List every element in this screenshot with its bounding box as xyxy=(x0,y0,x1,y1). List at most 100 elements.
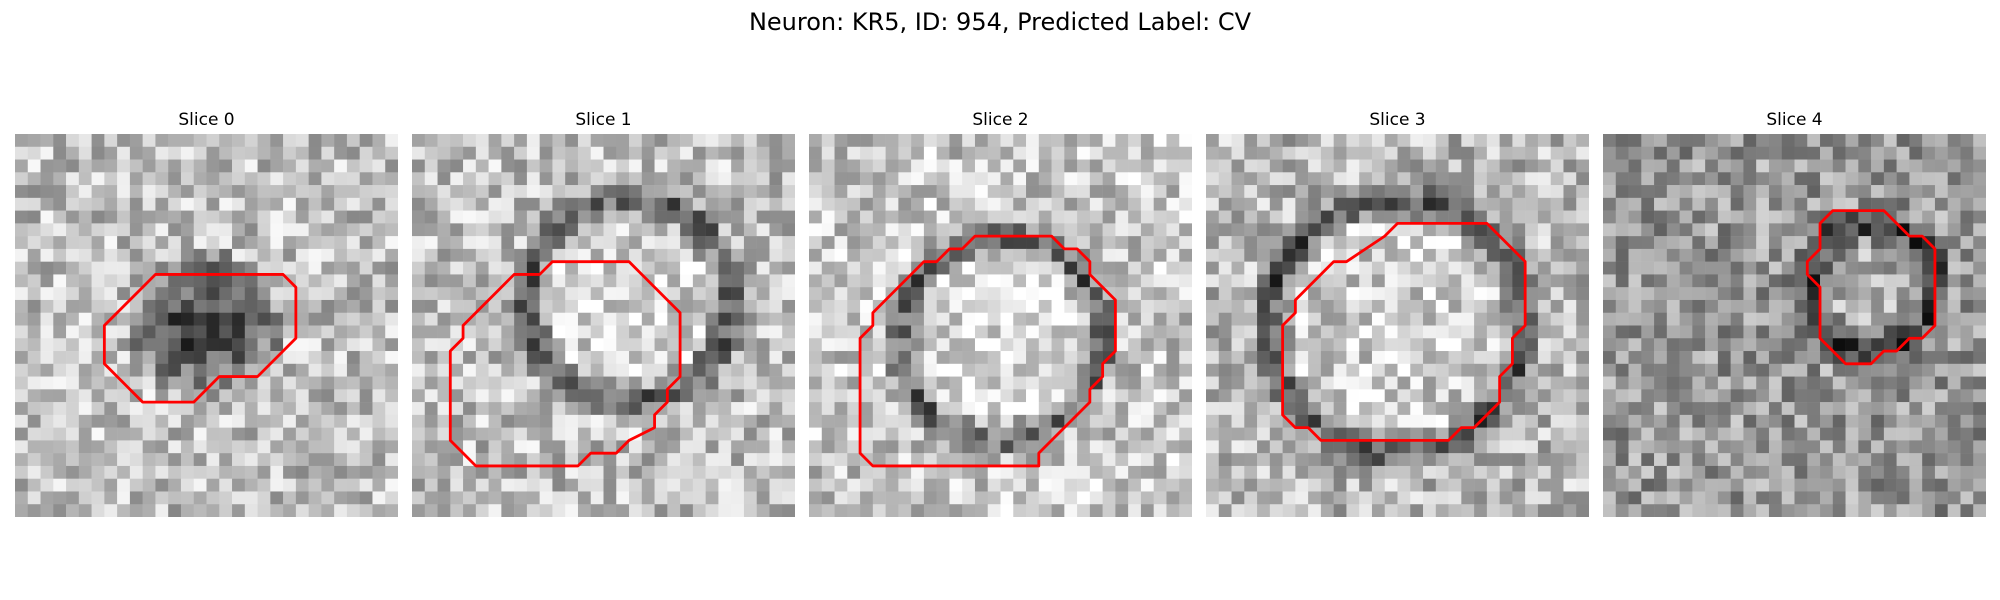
pixel xyxy=(1768,210,1782,224)
pixel xyxy=(1448,453,1462,467)
pixel xyxy=(577,389,591,403)
pixel xyxy=(718,299,732,313)
pixel xyxy=(1153,363,1167,377)
pixel xyxy=(78,325,92,339)
pixel xyxy=(142,465,156,479)
pixel xyxy=(526,453,540,467)
pixel xyxy=(809,197,823,211)
pixel xyxy=(1231,453,1245,467)
pixel xyxy=(475,389,489,403)
pixel xyxy=(1000,134,1014,148)
pixel xyxy=(206,236,220,250)
pixel xyxy=(987,223,1001,237)
pixel xyxy=(1051,491,1065,505)
pixel xyxy=(756,172,770,186)
pixel xyxy=(1346,402,1360,416)
pixel xyxy=(1717,197,1731,211)
pixel xyxy=(1820,248,1834,262)
pixel xyxy=(1832,248,1846,262)
pixel xyxy=(1064,172,1078,186)
pixel xyxy=(40,414,54,428)
pixel xyxy=(565,287,579,301)
pixel xyxy=(1756,223,1770,237)
pixel xyxy=(1603,261,1617,275)
pixel xyxy=(488,465,502,479)
pixel xyxy=(1359,159,1373,173)
pixel xyxy=(27,312,41,326)
pixel xyxy=(1947,274,1961,288)
pixel xyxy=(1000,159,1014,173)
pixel xyxy=(206,478,220,492)
pixel xyxy=(1947,389,1961,403)
pixel xyxy=(1845,427,1859,441)
pixel xyxy=(1960,159,1974,173)
pixel xyxy=(372,185,386,199)
pixel xyxy=(1909,465,1923,479)
pixel xyxy=(1461,312,1475,326)
pixel xyxy=(847,197,861,211)
pixel xyxy=(1077,287,1091,301)
pixel xyxy=(1730,236,1744,250)
pixel xyxy=(1486,299,1500,313)
pixel xyxy=(641,363,655,377)
pixel xyxy=(206,363,220,377)
pixel xyxy=(641,465,655,479)
pixel xyxy=(1384,312,1398,326)
pixel xyxy=(1858,376,1872,390)
pixel xyxy=(743,453,757,467)
pixel xyxy=(667,325,681,339)
pixel xyxy=(1858,440,1872,454)
pixel xyxy=(15,351,29,365)
pixel xyxy=(295,134,309,148)
pixel xyxy=(155,402,169,416)
pixel xyxy=(692,197,706,211)
pixel xyxy=(295,185,309,199)
pixel xyxy=(1909,491,1923,505)
pixel xyxy=(1858,172,1872,186)
pixel xyxy=(385,363,398,377)
pixel xyxy=(1730,287,1744,301)
pixel xyxy=(385,223,398,237)
pixel xyxy=(104,504,118,517)
pixel xyxy=(1934,223,1948,237)
pixel xyxy=(1397,351,1411,365)
pixel xyxy=(962,287,976,301)
pixel xyxy=(1153,236,1167,250)
pixel xyxy=(1679,236,1693,250)
pixel xyxy=(1512,159,1526,173)
pixel xyxy=(1845,363,1859,377)
pixel xyxy=(1153,197,1167,211)
pixel xyxy=(91,248,105,262)
pixel xyxy=(1282,261,1296,275)
pixel xyxy=(180,351,194,365)
pixel xyxy=(1435,274,1449,288)
pixel xyxy=(1679,351,1693,365)
pixel xyxy=(962,159,976,173)
pixel xyxy=(872,325,886,339)
pixel xyxy=(539,223,553,237)
pixel xyxy=(424,402,438,416)
pixel xyxy=(1333,427,1347,441)
pixel xyxy=(1525,261,1539,275)
pixel xyxy=(1295,376,1309,390)
pixel xyxy=(295,299,309,313)
pixel xyxy=(1871,363,1885,377)
pixel xyxy=(1166,159,1180,173)
pixel xyxy=(1858,299,1872,313)
pixel xyxy=(1038,274,1052,288)
pixel xyxy=(1973,159,1986,173)
pixel xyxy=(603,299,617,313)
pixel xyxy=(1140,299,1154,313)
pixel xyxy=(1461,274,1475,288)
pixel xyxy=(1820,376,1834,390)
pixel xyxy=(1179,414,1192,428)
pixel xyxy=(1244,312,1258,326)
pixel xyxy=(129,414,143,428)
pixel xyxy=(1218,504,1232,517)
pixel xyxy=(1140,465,1154,479)
pixel xyxy=(1934,338,1948,352)
pixel xyxy=(911,172,925,186)
pixel xyxy=(1423,172,1437,186)
pixel xyxy=(847,465,861,479)
pixel xyxy=(1705,504,1719,517)
